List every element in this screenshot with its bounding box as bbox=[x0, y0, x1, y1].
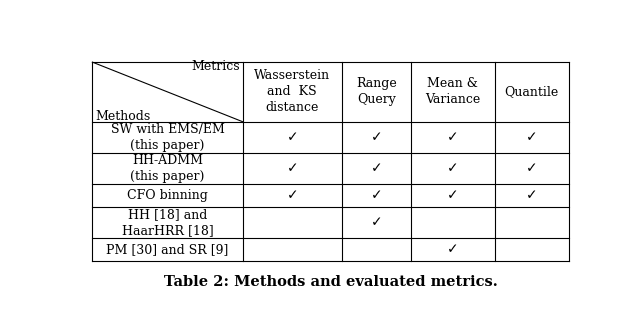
Text: ✓: ✓ bbox=[526, 188, 538, 202]
Text: ✓: ✓ bbox=[287, 130, 298, 144]
Text: ✓: ✓ bbox=[371, 215, 382, 229]
Text: ✓: ✓ bbox=[526, 130, 538, 144]
Text: ✓: ✓ bbox=[371, 188, 382, 202]
Text: ✓: ✓ bbox=[287, 188, 298, 202]
Text: Methods: Methods bbox=[95, 110, 150, 123]
Text: CFO binning: CFO binning bbox=[127, 189, 208, 202]
Text: HH-ADMM
(this paper): HH-ADMM (this paper) bbox=[131, 154, 205, 183]
Text: ✓: ✓ bbox=[447, 130, 458, 144]
Text: ✓: ✓ bbox=[287, 161, 298, 175]
Text: ✓: ✓ bbox=[371, 161, 382, 175]
Text: Range
Query: Range Query bbox=[356, 77, 397, 107]
Text: ✓: ✓ bbox=[371, 130, 382, 144]
Text: Quantile: Quantile bbox=[504, 85, 559, 98]
Text: PM [30] and SR [9]: PM [30] and SR [9] bbox=[106, 243, 228, 256]
Text: SW with EMS/EM
(this paper): SW with EMS/EM (this paper) bbox=[111, 123, 225, 152]
Text: Metrics: Metrics bbox=[191, 60, 239, 73]
Text: HH [18] and
HaarHRR [18]: HH [18] and HaarHRR [18] bbox=[122, 208, 213, 237]
Text: ✓: ✓ bbox=[526, 161, 538, 175]
Text: ✓: ✓ bbox=[447, 161, 458, 175]
Text: ✓: ✓ bbox=[447, 188, 458, 202]
Text: ✓: ✓ bbox=[447, 242, 458, 256]
Text: Table 2: Methods and evaluated metrics.: Table 2: Methods and evaluated metrics. bbox=[164, 275, 497, 289]
Text: Mean &
Variance: Mean & Variance bbox=[425, 77, 481, 107]
Text: Wasserstein
and  KS
distance: Wasserstein and KS distance bbox=[254, 69, 330, 115]
